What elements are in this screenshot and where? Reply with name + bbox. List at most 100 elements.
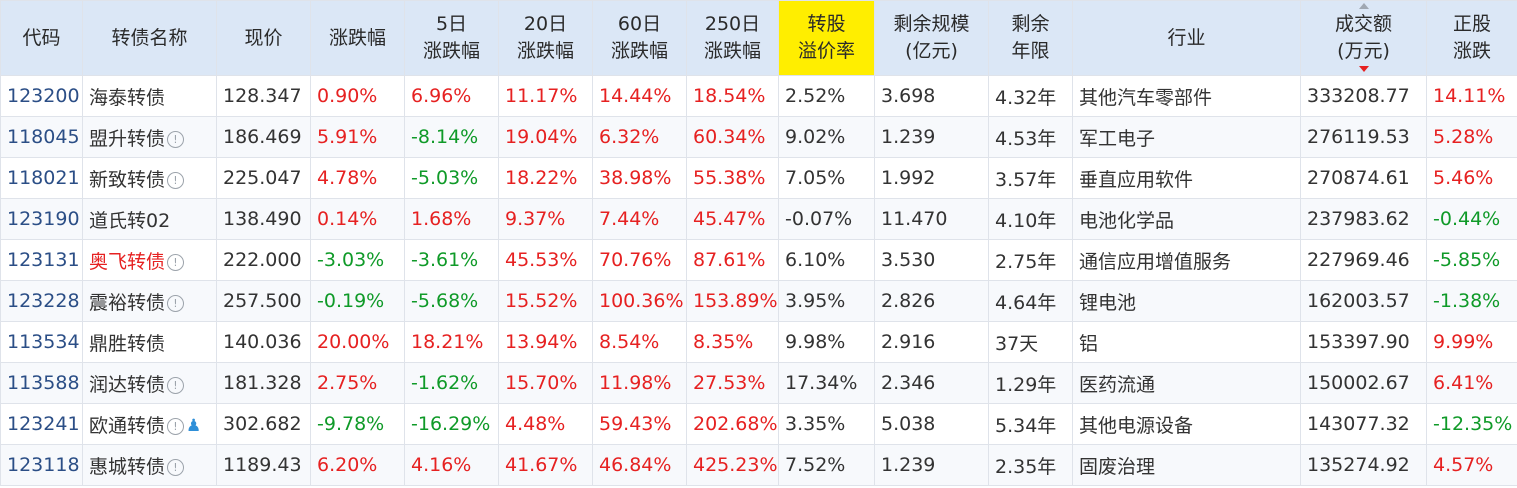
column-header-4[interactable]: 5日 涨跌幅 xyxy=(404,0,499,76)
name-cell[interactable]: 盟升转债! xyxy=(82,116,217,158)
change-60d-cell: 11.98% xyxy=(592,362,687,404)
volume-cell-text: 153397.90 xyxy=(1307,331,1410,353)
name-cell-text[interactable]: 海泰转债 xyxy=(89,86,166,109)
change-cell: -0.19% xyxy=(310,280,405,322)
stock-change-cell: 5.28% xyxy=(1426,116,1517,158)
name-cell-text[interactable]: 欧通转债 xyxy=(89,414,166,437)
name-cell[interactable]: 奥飞转债! xyxy=(82,239,217,281)
code-cell[interactable]: 118021 xyxy=(0,157,83,199)
code-cell[interactable]: 123200 xyxy=(0,75,83,117)
table-row[interactable]: 113588 润达转债! 181.328 2.75% -1.62% 15.70% 11.98… xyxy=(0,362,1517,404)
price-cell: 138.490 xyxy=(216,198,311,240)
change-60d-cell: 59.43% xyxy=(592,403,687,445)
column-header-8[interactable]: 转股 溢价率 xyxy=(778,0,875,76)
code-cell[interactable]: 118045 xyxy=(0,116,83,158)
code-cell-text[interactable]: 123228 xyxy=(7,290,80,312)
code-cell-text[interactable]: 113588 xyxy=(7,372,80,394)
name-cell[interactable]: 惠城转债! xyxy=(82,444,217,486)
code-cell-text[interactable]: 123118 xyxy=(7,454,80,476)
code-cell[interactable]: 113534 xyxy=(0,321,83,363)
exclamation-circle-icon[interactable]: ! xyxy=(167,130,185,148)
premium-cell-text: 6.10% xyxy=(785,249,846,271)
change-60d-cell: 38.98% xyxy=(592,157,687,199)
column-header-12[interactable]: 成交额 (万元) xyxy=(1300,0,1427,76)
name-cell[interactable]: 欧通转债! ♟ xyxy=(82,403,217,445)
premium-cell: 9.02% xyxy=(778,116,875,158)
column-header-2[interactable]: 现价 xyxy=(216,0,311,76)
column-header-label: 年限 xyxy=(1011,40,1050,62)
table-row[interactable]: 123190 道氏转02 138.490 0.14% 1.68% 9.37% 7.44% 45… xyxy=(0,198,1517,240)
name-cell-text[interactable]: 震裕转债 xyxy=(89,291,166,314)
change-20d-cell: 9.37% xyxy=(498,198,593,240)
name-cell-text[interactable]: 润达转债 xyxy=(89,373,166,396)
change-20d-cell: 15.52% xyxy=(498,280,593,322)
name-cell-text[interactable]: 新致转债 xyxy=(89,168,166,191)
code-cell-text[interactable]: 118045 xyxy=(7,126,80,148)
column-header-5[interactable]: 20日 涨跌幅 xyxy=(498,0,593,76)
change-20d-cell-text: 13.94% xyxy=(505,331,578,353)
column-header-6[interactable]: 60日 涨跌幅 xyxy=(592,0,687,76)
name-cell-text[interactable]: 道氏转02 xyxy=(89,209,171,232)
code-cell-text[interactable]: 123131 xyxy=(7,249,80,271)
sort-desc-icon[interactable] xyxy=(1358,66,1369,72)
column-header-7[interactable]: 250日 涨跌幅 xyxy=(686,0,779,76)
change-5d-cell: -8.14% xyxy=(404,116,499,158)
exclamation-circle-icon[interactable]: ! xyxy=(167,253,185,271)
code-cell[interactable]: 123241 xyxy=(0,403,83,445)
change-250d-cell-text: 87.61% xyxy=(693,249,766,271)
name-cell[interactable]: 道氏转02 xyxy=(82,198,217,240)
exclamation-circle-icon[interactable]: ! xyxy=(167,376,185,394)
name-cell[interactable]: 海泰转债 xyxy=(82,75,217,117)
table-row[interactable]: 123228 震裕转债! 257.500 -0.19% -5.68% 15.52% 100.… xyxy=(0,280,1517,322)
column-header-10[interactable]: 剩余 年限 xyxy=(988,0,1073,76)
column-header-9[interactable]: 剩余规模 (亿元) xyxy=(874,0,989,76)
table-row[interactable]: 118021 新致转债! 225.047 4.78% -5.03% 18.22% 38.98… xyxy=(0,157,1517,199)
exclamation-circle-icon[interactable]: ! xyxy=(167,458,185,476)
person-icon[interactable]: ♟ xyxy=(186,415,202,436)
code-cell[interactable]: 123190 xyxy=(0,198,83,240)
table-row[interactable]: 123118 惠城转债! 1189.43 6.20% 4.16% 41.67% 46.84%… xyxy=(0,444,1517,486)
table-row[interactable]: 123241 欧通转债! ♟ 302.682 -9.78% -16.29% 4.48% 59.… xyxy=(0,403,1517,445)
change-60d-cell-text: 46.84% xyxy=(599,454,672,476)
name-cell-text[interactable]: 奥飞转债 xyxy=(89,250,166,273)
code-cell[interactable]: 123228 xyxy=(0,280,83,322)
column-header-11[interactable]: 行业 xyxy=(1072,0,1301,76)
industry-cell: 锂电池 xyxy=(1072,280,1301,322)
exclamation-circle-icon[interactable]: ! xyxy=(167,417,185,435)
column-header-3[interactable]: 涨跌幅 xyxy=(310,0,405,76)
name-cell[interactable]: 新致转债! xyxy=(82,157,217,199)
change-cell-text: 4.78% xyxy=(317,167,378,189)
code-cell-text[interactable]: 123190 xyxy=(7,208,80,230)
name-cell[interactable]: 润达转债! xyxy=(82,362,217,404)
column-header-13[interactable]: 正股 涨跌 xyxy=(1426,0,1517,76)
code-cell[interactable]: 113588 xyxy=(0,362,83,404)
change-5d-cell-text: -16.29% xyxy=(411,413,491,435)
name-cell-text[interactable]: 盟升转债 xyxy=(89,127,166,150)
industry-cell-text: 垂直应用软件 xyxy=(1079,168,1194,191)
name-cell-text[interactable]: 鼎胜转债 xyxy=(89,332,166,355)
code-cell[interactable]: 123131 xyxy=(0,239,83,281)
change-20d-cell: 41.67% xyxy=(498,444,593,486)
price-cell-text: 257.500 xyxy=(223,290,302,312)
name-cell[interactable]: 鼎胜转债 xyxy=(82,321,217,363)
remaining-term-cell-text: 37天 xyxy=(995,332,1039,355)
code-cell-text[interactable]: 123241 xyxy=(7,413,80,435)
column-header-label: 250日 xyxy=(704,13,761,35)
code-cell-text[interactable]: 118021 xyxy=(7,167,80,189)
table-row[interactable]: 123131 奥飞转债! 222.000 -3.03% -3.61% 45.53% 70.7… xyxy=(0,239,1517,281)
sort-asc-icon[interactable] xyxy=(1358,3,1369,9)
exclamation-circle-icon[interactable]: ! xyxy=(167,171,185,189)
table-row[interactable]: 118045 盟升转债! 186.469 5.91% -8.14% 19.04% 6.32%… xyxy=(0,116,1517,158)
change-5d-cell: 18.21% xyxy=(404,321,499,363)
code-cell[interactable]: 123118 xyxy=(0,444,83,486)
code-cell-text[interactable]: 113534 xyxy=(7,331,80,353)
column-header-0[interactable]: 代码 xyxy=(0,0,83,76)
table-row[interactable]: 113534 鼎胜转债 140.036 20.00% 18.21% 13.94% 8.54%… xyxy=(0,321,1517,363)
code-cell-text[interactable]: 123200 xyxy=(7,85,80,107)
column-header-1[interactable]: 转债名称 xyxy=(82,0,217,76)
exclamation-circle-icon[interactable]: ! xyxy=(167,294,185,312)
name-cell-text[interactable]: 惠城转债 xyxy=(89,455,166,478)
name-cell[interactable]: 震裕转债! xyxy=(82,280,217,322)
remaining-term-cell-text: 4.64年 xyxy=(995,291,1057,314)
table-row[interactable]: 123200 海泰转债 128.347 0.90% 6.96% 11.17% 14.44% 1… xyxy=(0,75,1517,117)
